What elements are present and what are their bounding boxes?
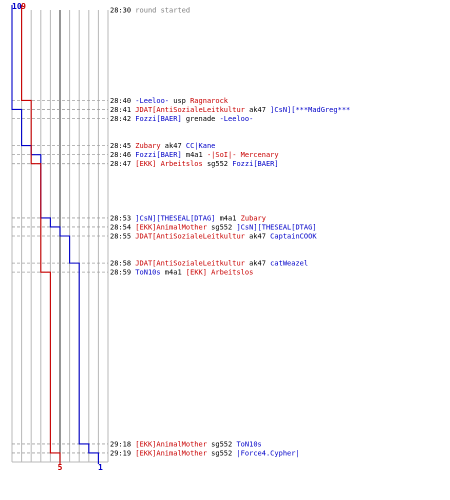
event-time: 28:42 xyxy=(110,115,135,123)
event-weapon: sg552 xyxy=(203,160,233,168)
red-end-count: 5 xyxy=(58,463,63,472)
event-row: 28:59 ToN10s m4a1 [EKK] Arbeitslos xyxy=(110,269,253,277)
event-time: 28:47 xyxy=(110,160,135,168)
event-time: 28:40 xyxy=(110,97,135,105)
event-player: ToN10s xyxy=(236,440,261,448)
event-player: Ragnarock xyxy=(190,97,229,105)
event-player: [EKK]AnimalMother xyxy=(135,223,207,231)
event-player: CC|Kane xyxy=(186,142,216,150)
event-row: 28:30 round started xyxy=(110,7,190,15)
event-row: 28:54 [EKK]AnimalMother sg552 ]CsN][THES… xyxy=(110,223,317,231)
event-player: JDAT[AntiSozialeLeitkultur xyxy=(135,260,245,268)
event-row: 28:58 JDAT[AntiSozialeLeitkultur ak47 ca… xyxy=(110,260,308,268)
event-weapon: grenade xyxy=(182,115,220,123)
event-row: 28:46 Fozzi[BAER] m4a1 -|SoI|- Mercenary xyxy=(110,151,279,159)
event-weapon: sg552 xyxy=(207,440,237,448)
blue-end-count: 1 xyxy=(98,463,103,472)
event-weapon: usp xyxy=(169,97,190,105)
team-count-lines xyxy=(11,5,99,464)
event-player: [EKK]AnimalMother xyxy=(135,449,207,457)
blue-team-line xyxy=(11,5,99,464)
event-row: 28:47 [EKK] Arbeitslos sg552 Fozzi[BAER] xyxy=(110,160,279,168)
event-time: 28:55 xyxy=(110,233,135,241)
event-player: -Leeloo- xyxy=(220,115,254,123)
event-player: Fozzi[BAER] xyxy=(232,160,278,168)
event-weapon: ak47 xyxy=(161,142,186,150)
event-player: [EKK] Arbeitslos xyxy=(186,269,253,277)
event-player: [EKK]AnimalMother xyxy=(135,440,207,448)
event-player: [EKK] Arbeitslos xyxy=(135,160,202,168)
event-time: 28:46 xyxy=(110,151,135,159)
event-player: |Force4.Cypher| xyxy=(236,449,299,457)
event-row: 28:40 -Leeloo- usp Ragnarock xyxy=(110,97,229,105)
event-player: ]CsN][***MadGreg*** xyxy=(270,106,350,114)
event-status: round started xyxy=(135,7,190,15)
event-time: 28:45 xyxy=(110,142,135,150)
event-player: Fozzi[BAER] xyxy=(135,151,181,159)
event-weapon: sg552 xyxy=(207,223,237,231)
event-row: 29:18 [EKK]AnimalMother sg552 ToN10s xyxy=(110,440,262,448)
event-weapon: m4a1 xyxy=(215,214,240,222)
event-player: Zubary xyxy=(241,214,266,222)
event-player: Zubary xyxy=(135,142,160,150)
event-player: catWeazel xyxy=(270,260,308,268)
event-log: 28:30 round started 28:40 -Leeloo- usp Ra… xyxy=(110,7,350,458)
event-row: 29:19 [EKK]AnimalMother sg552 |Force4.Cy… xyxy=(110,449,300,457)
event-row: 28:42 Fozzi[BAER] grenade -Leeloo- xyxy=(110,115,253,123)
event-player: CaptainCOOK xyxy=(270,233,317,241)
event-weapon: ak47 xyxy=(245,260,270,268)
event-time: 28:59 xyxy=(110,269,135,277)
event-weapon: m4a1 xyxy=(161,269,186,277)
count-labels: 10 9 1 5 xyxy=(12,2,103,472)
event-weapon: ak47 xyxy=(245,233,270,241)
event-row: 28:55 JDAT[AntiSozialeLeitkultur ak47 Ca… xyxy=(110,233,317,241)
event-time: 29:19 xyxy=(110,449,135,457)
red-team-line xyxy=(21,5,61,464)
event-player: JDAT[AntiSozialeLeitkultur xyxy=(135,233,245,241)
event-row: 28:53 ]CsN][THESEAL[DTAG] m4a1 Zubary xyxy=(110,214,266,222)
event-weapon: m4a1 xyxy=(182,151,207,159)
event-time: 29:18 xyxy=(110,440,135,448)
event-time: 28:58 xyxy=(110,260,135,268)
event-player: JDAT[AntiSozialeLeitkultur xyxy=(135,106,245,114)
event-player: ]CsN][THESEAL[DTAG] xyxy=(135,214,215,222)
event-time: 28:54 xyxy=(110,223,135,231)
event-player: -Leeloo- xyxy=(135,97,169,105)
event-player: ToN10s xyxy=(135,269,160,277)
event-player: ]CsN][THESEAL[DTAG] xyxy=(236,223,316,231)
event-weapon: ak47 xyxy=(245,106,270,114)
event-weapon: sg552 xyxy=(207,449,237,457)
event-player: -|SoI|- Mercenary xyxy=(207,151,279,159)
red-start-count: 9 xyxy=(21,2,26,11)
blue-start-count: 10 xyxy=(12,2,22,11)
event-time: 28:41 xyxy=(110,106,135,114)
event-time: 28:53 xyxy=(110,214,135,222)
event-player: Fozzi[BAER] xyxy=(135,115,181,123)
event-time: 28:30 xyxy=(110,7,135,15)
event-row: 28:45 Zubary ak47 CC|Kane xyxy=(110,142,215,150)
event-row: 28:41 JDAT[AntiSozialeLeitkultur ak47 ]C… xyxy=(110,106,350,114)
